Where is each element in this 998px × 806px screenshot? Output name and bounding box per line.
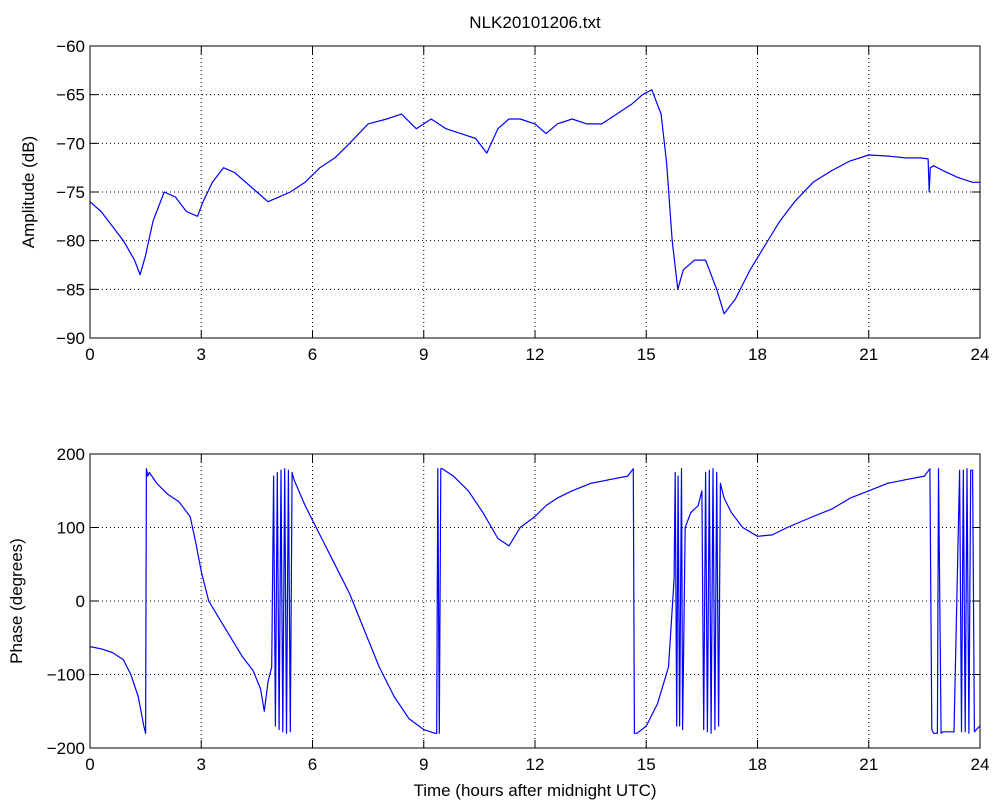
amplitude-x-tick-label: 6 <box>308 345 317 364</box>
phase-x-axis-label: Time (hours after midnight UTC) <box>413 781 656 800</box>
phase-x-tick-label: 24 <box>971 755 990 774</box>
amplitude-axes-frame <box>89 45 981 339</box>
amplitude-tick-labels: 0 3 6 9 12 15 18 21 24 −90 −85 −80 −75 −70 −65 −60 <box>56 37 989 364</box>
amplitude-x-tick-label: 12 <box>526 345 545 364</box>
phase-x-tick-label: 15 <box>637 755 656 774</box>
phase-grid <box>90 454 980 748</box>
phase-x-tick-label: 6 <box>308 755 317 774</box>
amplitude-panel: 0 3 6 9 12 15 18 21 24 −90 −85 −80 −75 −70 −65 −60 NLK2… <box>19 13 989 364</box>
amplitude-y-tick-label: −60 <box>56 37 85 56</box>
amplitude-y-tick-label: −65 <box>56 86 85 105</box>
phase-series <box>89 468 981 734</box>
phase-y-tick-label: −100 <box>47 666 85 685</box>
amplitude-y-tick-label: −75 <box>56 183 85 202</box>
amplitude-series <box>89 89 980 315</box>
amplitude-x-tick-label: 18 <box>748 345 767 364</box>
phase-panel: 0 3 6 9 12 15 18 21 24 −200 −100 0 100 200 Time (hour… <box>7 445 989 800</box>
amplitude-x-tick-label: 3 <box>197 345 206 364</box>
phase-tick-labels: 0 3 6 9 12 15 18 21 24 −200 −100 0 100 200 <box>47 445 990 774</box>
phase-axes-frame <box>89 453 981 749</box>
chart-title: NLK20101206.txt <box>469 13 601 32</box>
phase-x-tick-label: 0 <box>85 755 94 774</box>
phase-series-line <box>89 468 981 734</box>
amplitude-grid <box>90 46 980 338</box>
phase-y-axis-label: Phase (degrees) <box>7 538 26 664</box>
amplitude-x-tick-label: 21 <box>859 345 878 364</box>
amplitude-x-tick-label: 24 <box>971 345 990 364</box>
phase-y-tick-label: 100 <box>57 519 85 538</box>
phase-y-tick-label: −200 <box>47 739 85 758</box>
phase-x-tick-label: 12 <box>526 755 545 774</box>
phase-x-tick-label: 21 <box>859 755 878 774</box>
amplitude-y-tick-label: −90 <box>56 329 85 348</box>
amplitude-x-tick-label: 9 <box>419 345 428 364</box>
amplitude-y-tick-label: −85 <box>56 280 85 299</box>
amplitude-x-tick-label: 15 <box>637 345 656 364</box>
amplitude-y-tick-label: −70 <box>56 134 85 153</box>
phase-x-tick-label: 9 <box>419 755 428 774</box>
phase-x-tick-label: 18 <box>748 755 767 774</box>
phase-x-tick-label: 3 <box>197 755 206 774</box>
amplitude-y-axis-label: Amplitude (dB) <box>19 136 38 248</box>
amplitude-series-line <box>89 89 980 315</box>
amplitude-y-tick-label: −80 <box>56 232 85 251</box>
amplitude-x-tick-label: 0 <box>85 345 94 364</box>
phase-y-tick-label: 200 <box>57 445 85 464</box>
phase-y-tick-label: 0 <box>76 592 85 611</box>
